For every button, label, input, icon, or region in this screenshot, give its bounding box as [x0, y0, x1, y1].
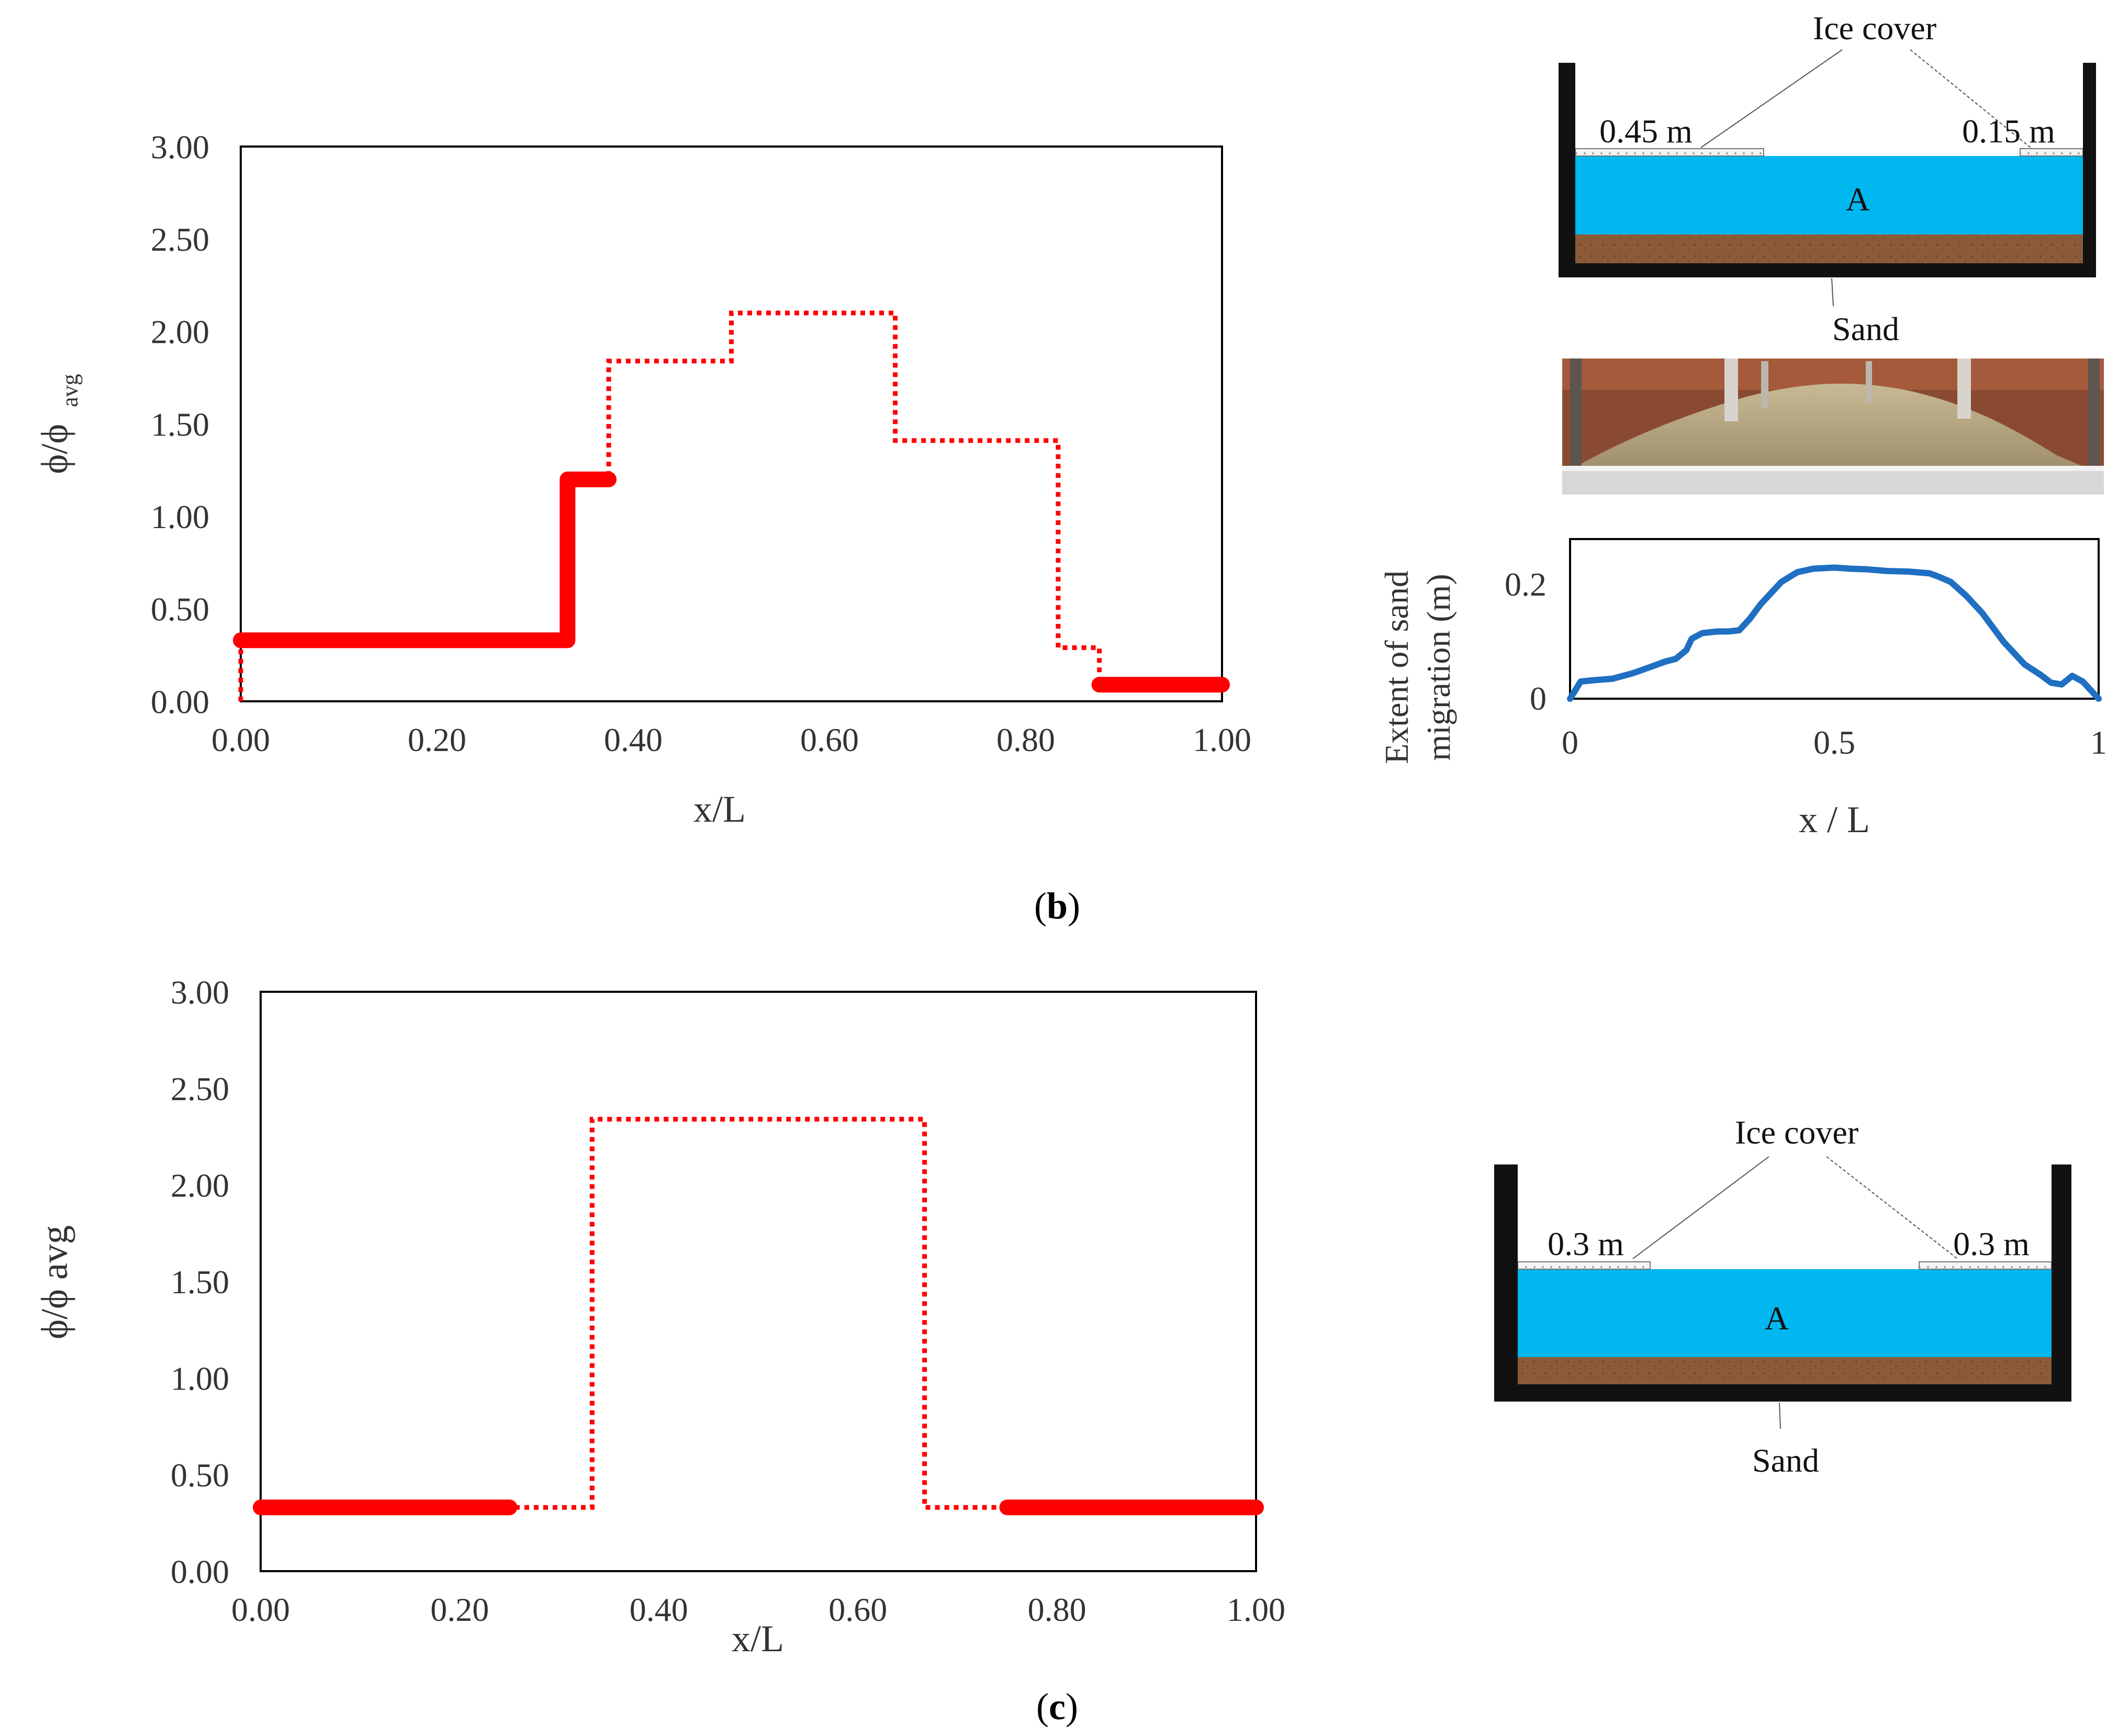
y-axis-label: ϕ/ϕ avg — [33, 1225, 75, 1339]
plot-frame — [260, 991, 1257, 1572]
y-tick-labels: 0.00 0.50 1.00 1.50 2.00 2.50 3.00 — [171, 973, 229, 1590]
ice-cover-label: Ice cover — [1813, 9, 1936, 47]
x-tick-labels: 0.00 0.20 0.40 0.60 0.80 1.00 — [211, 721, 1251, 758]
ice-cover-right — [2020, 148, 2083, 156]
inset-frame — [1569, 538, 2100, 700]
x-axis-label: x/L — [693, 788, 746, 830]
y-tick-label: 0.00 — [171, 1553, 229, 1590]
plot-frame — [240, 145, 1223, 702]
sand-leader — [1779, 1402, 1781, 1429]
water-label: A — [1846, 181, 1870, 218]
ice-leader-left — [1700, 49, 1843, 148]
y-tick-label: 3.00 — [151, 128, 209, 165]
ice-cover-left — [1517, 1261, 1651, 1270]
panel-label-b: (b) — [1034, 885, 1080, 927]
series-marks — [233, 310, 1230, 701]
x-tick-label: 0.00 — [211, 721, 270, 758]
ice-cover-label: Ice cover — [1735, 1114, 1858, 1151]
y-tick-labels: 0.00 0.50 1.00 1.50 2.00 2.50 3.00 — [151, 128, 209, 720]
x-tick-label: 0.40 — [604, 721, 663, 758]
x-tick-label: 0.80 — [1028, 1591, 1086, 1628]
x-tick-label: 0.20 — [430, 1591, 489, 1628]
dotted-step-series — [261, 1117, 1256, 1510]
x-tick-label: 1 — [2090, 724, 2107, 761]
x-tick-label: 0.60 — [828, 1591, 887, 1628]
water-body — [1575, 156, 2083, 234]
y-axis-label-sub: avg — [57, 374, 83, 407]
y-axis-label-main: ϕ/ϕ — [33, 424, 75, 474]
y-tick-label: 0.50 — [151, 591, 209, 628]
x-axis-label: x/L — [732, 1618, 784, 1660]
y-tick-label: 2.50 — [151, 221, 209, 258]
solid-step-series — [233, 472, 617, 648]
ice-leader-right — [1826, 1156, 1958, 1259]
y-tick-label: 0 — [1530, 680, 1547, 717]
y-tick-label: 2.00 — [151, 313, 209, 351]
inset-y-tick-labels: 00.2 — [1505, 566, 1547, 717]
left-ice-length: 0.3 m — [1548, 1225, 1624, 1262]
x-tick-label: 1.00 — [1227, 1591, 1285, 1628]
sand-label: Sand — [1752, 1442, 1819, 1479]
x-tick-labels: 0.00 0.20 0.40 0.60 0.80 1.00 — [231, 1591, 1285, 1628]
tank-diagram-c: Ice cover 0.3 m 0.3 m A Sand — [1494, 1114, 2071, 1479]
inset-x-axis-label: x / L — [1799, 799, 1870, 841]
x-tick-label: 0 — [1562, 724, 1578, 761]
chart-b-inset: 0 0.5 1 00.2 x / L Extent of sand migratio… — [1378, 538, 2107, 841]
tank-diagram-b: Ice cover 0.45 m 0.15 m A Sand — [1559, 9, 2096, 348]
ice-cover-right — [1919, 1261, 2052, 1270]
x-tick-label: 1.00 — [1193, 721, 1251, 758]
y-tick-label: 1.50 — [171, 1263, 229, 1301]
y-tick-label: 3.00 — [171, 973, 229, 1011]
water-label: A — [1765, 1300, 1789, 1337]
water-body — [1518, 1269, 2052, 1357]
series-marks — [253, 1117, 1264, 1516]
sand-bed — [1575, 234, 2083, 263]
right-ice-length: 0.3 m — [1953, 1225, 2030, 1262]
y-tick-label: 0.00 — [151, 683, 209, 720]
sand-label: Sand — [1832, 310, 1899, 348]
ice-cover-left — [1575, 148, 1764, 156]
x-tick-label: 0.00 — [231, 1591, 290, 1628]
y-tick-label: 2.00 — [171, 1167, 229, 1204]
left-ice-length: 0.45 m — [1599, 113, 1693, 150]
y-tick-label: 2.50 — [171, 1070, 229, 1107]
ice-leader-left — [1632, 1156, 1769, 1259]
y-tick-label: 0.50 — [171, 1457, 229, 1494]
y-tick-label: 1.00 — [151, 498, 209, 535]
y-tick-label: 1.50 — [151, 406, 209, 443]
inset-y-axis-label-line2: migration (m) — [1420, 574, 1457, 760]
inset-series-marks — [1567, 564, 2102, 702]
sand-migration-line — [1567, 564, 2102, 702]
chart-c-main: 0.00 0.20 0.40 0.60 0.80 1.00 0.00 0.50 1.00 1.5… — [33, 973, 1285, 1660]
inset-y-axis-label-line1: Extent of sand — [1378, 570, 1415, 764]
y-axis-label: ϕ/ϕ avg — [33, 374, 83, 474]
y-tick-label: 1.00 — [171, 1360, 229, 1397]
x-tick-label: 0.60 — [800, 721, 859, 758]
y-tick-label: 0.2 — [1505, 566, 1547, 603]
x-tick-label: 0.5 — [1813, 724, 1855, 761]
x-tick-label: 0.20 — [408, 721, 466, 758]
chart-b-main: 0.00 0.20 0.40 0.60 0.80 1.00 0.00 0.50 1.00 1.5… — [33, 128, 1251, 830]
sand-bed — [1518, 1357, 2052, 1384]
x-tick-label: 0.80 — [996, 721, 1055, 758]
panel-label-c: (c) — [1036, 1686, 1078, 1728]
sand-photo — [1562, 359, 2104, 495]
dotted-step-series — [238, 310, 1222, 701]
right-ice-length: 0.15 m — [1962, 113, 2055, 150]
inset-x-tick-labels: 0 0.5 1 — [1562, 724, 2107, 761]
x-tick-label: 0.40 — [630, 1591, 688, 1628]
sand-leader — [1831, 278, 1834, 307]
